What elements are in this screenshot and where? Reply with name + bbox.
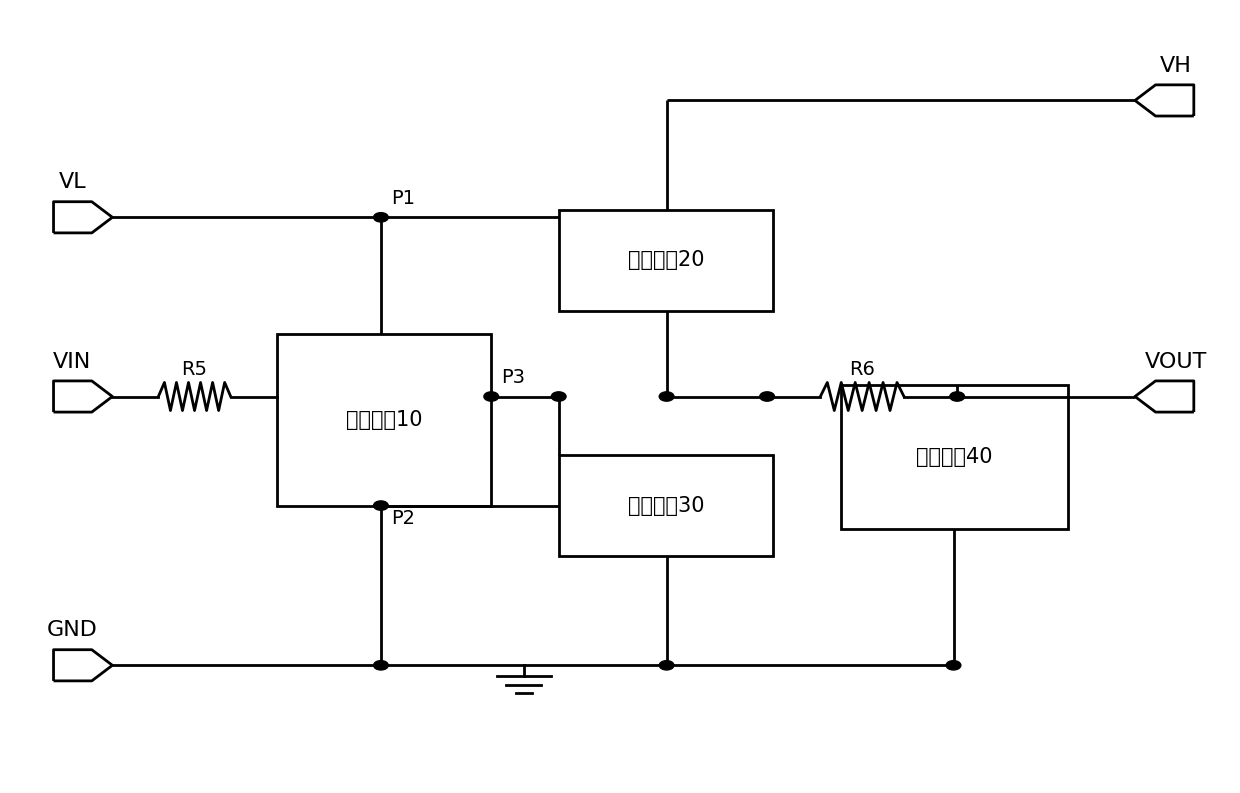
Text: VIN: VIN: [53, 351, 92, 372]
Bar: [841, 385, 1068, 529]
Text: P3: P3: [501, 368, 525, 387]
Circle shape: [950, 392, 965, 401]
Bar: [559, 209, 774, 311]
Bar: [559, 455, 774, 556]
Text: P1: P1: [391, 189, 414, 208]
Text: 升压模块20: 升压模块20: [627, 250, 704, 270]
Circle shape: [552, 392, 565, 401]
Circle shape: [373, 501, 388, 510]
Circle shape: [760, 392, 775, 401]
Text: R6: R6: [849, 360, 875, 379]
Text: P2: P2: [391, 509, 414, 528]
Circle shape: [373, 213, 388, 222]
Text: 输入模块10: 输入模块10: [346, 410, 423, 430]
Circle shape: [660, 661, 675, 670]
Circle shape: [484, 392, 498, 401]
Bar: [277, 334, 491, 506]
Text: VH: VH: [1161, 56, 1192, 75]
Circle shape: [946, 661, 961, 670]
Text: VOUT: VOUT: [1145, 351, 1208, 372]
Text: R5: R5: [181, 360, 207, 379]
Text: VL: VL: [58, 172, 87, 193]
Text: 反馈模块40: 反馈模块40: [916, 447, 992, 467]
Circle shape: [373, 661, 388, 670]
Text: 降压模块30: 降压模块30: [627, 496, 704, 515]
Circle shape: [660, 392, 675, 401]
Text: GND: GND: [47, 620, 98, 641]
